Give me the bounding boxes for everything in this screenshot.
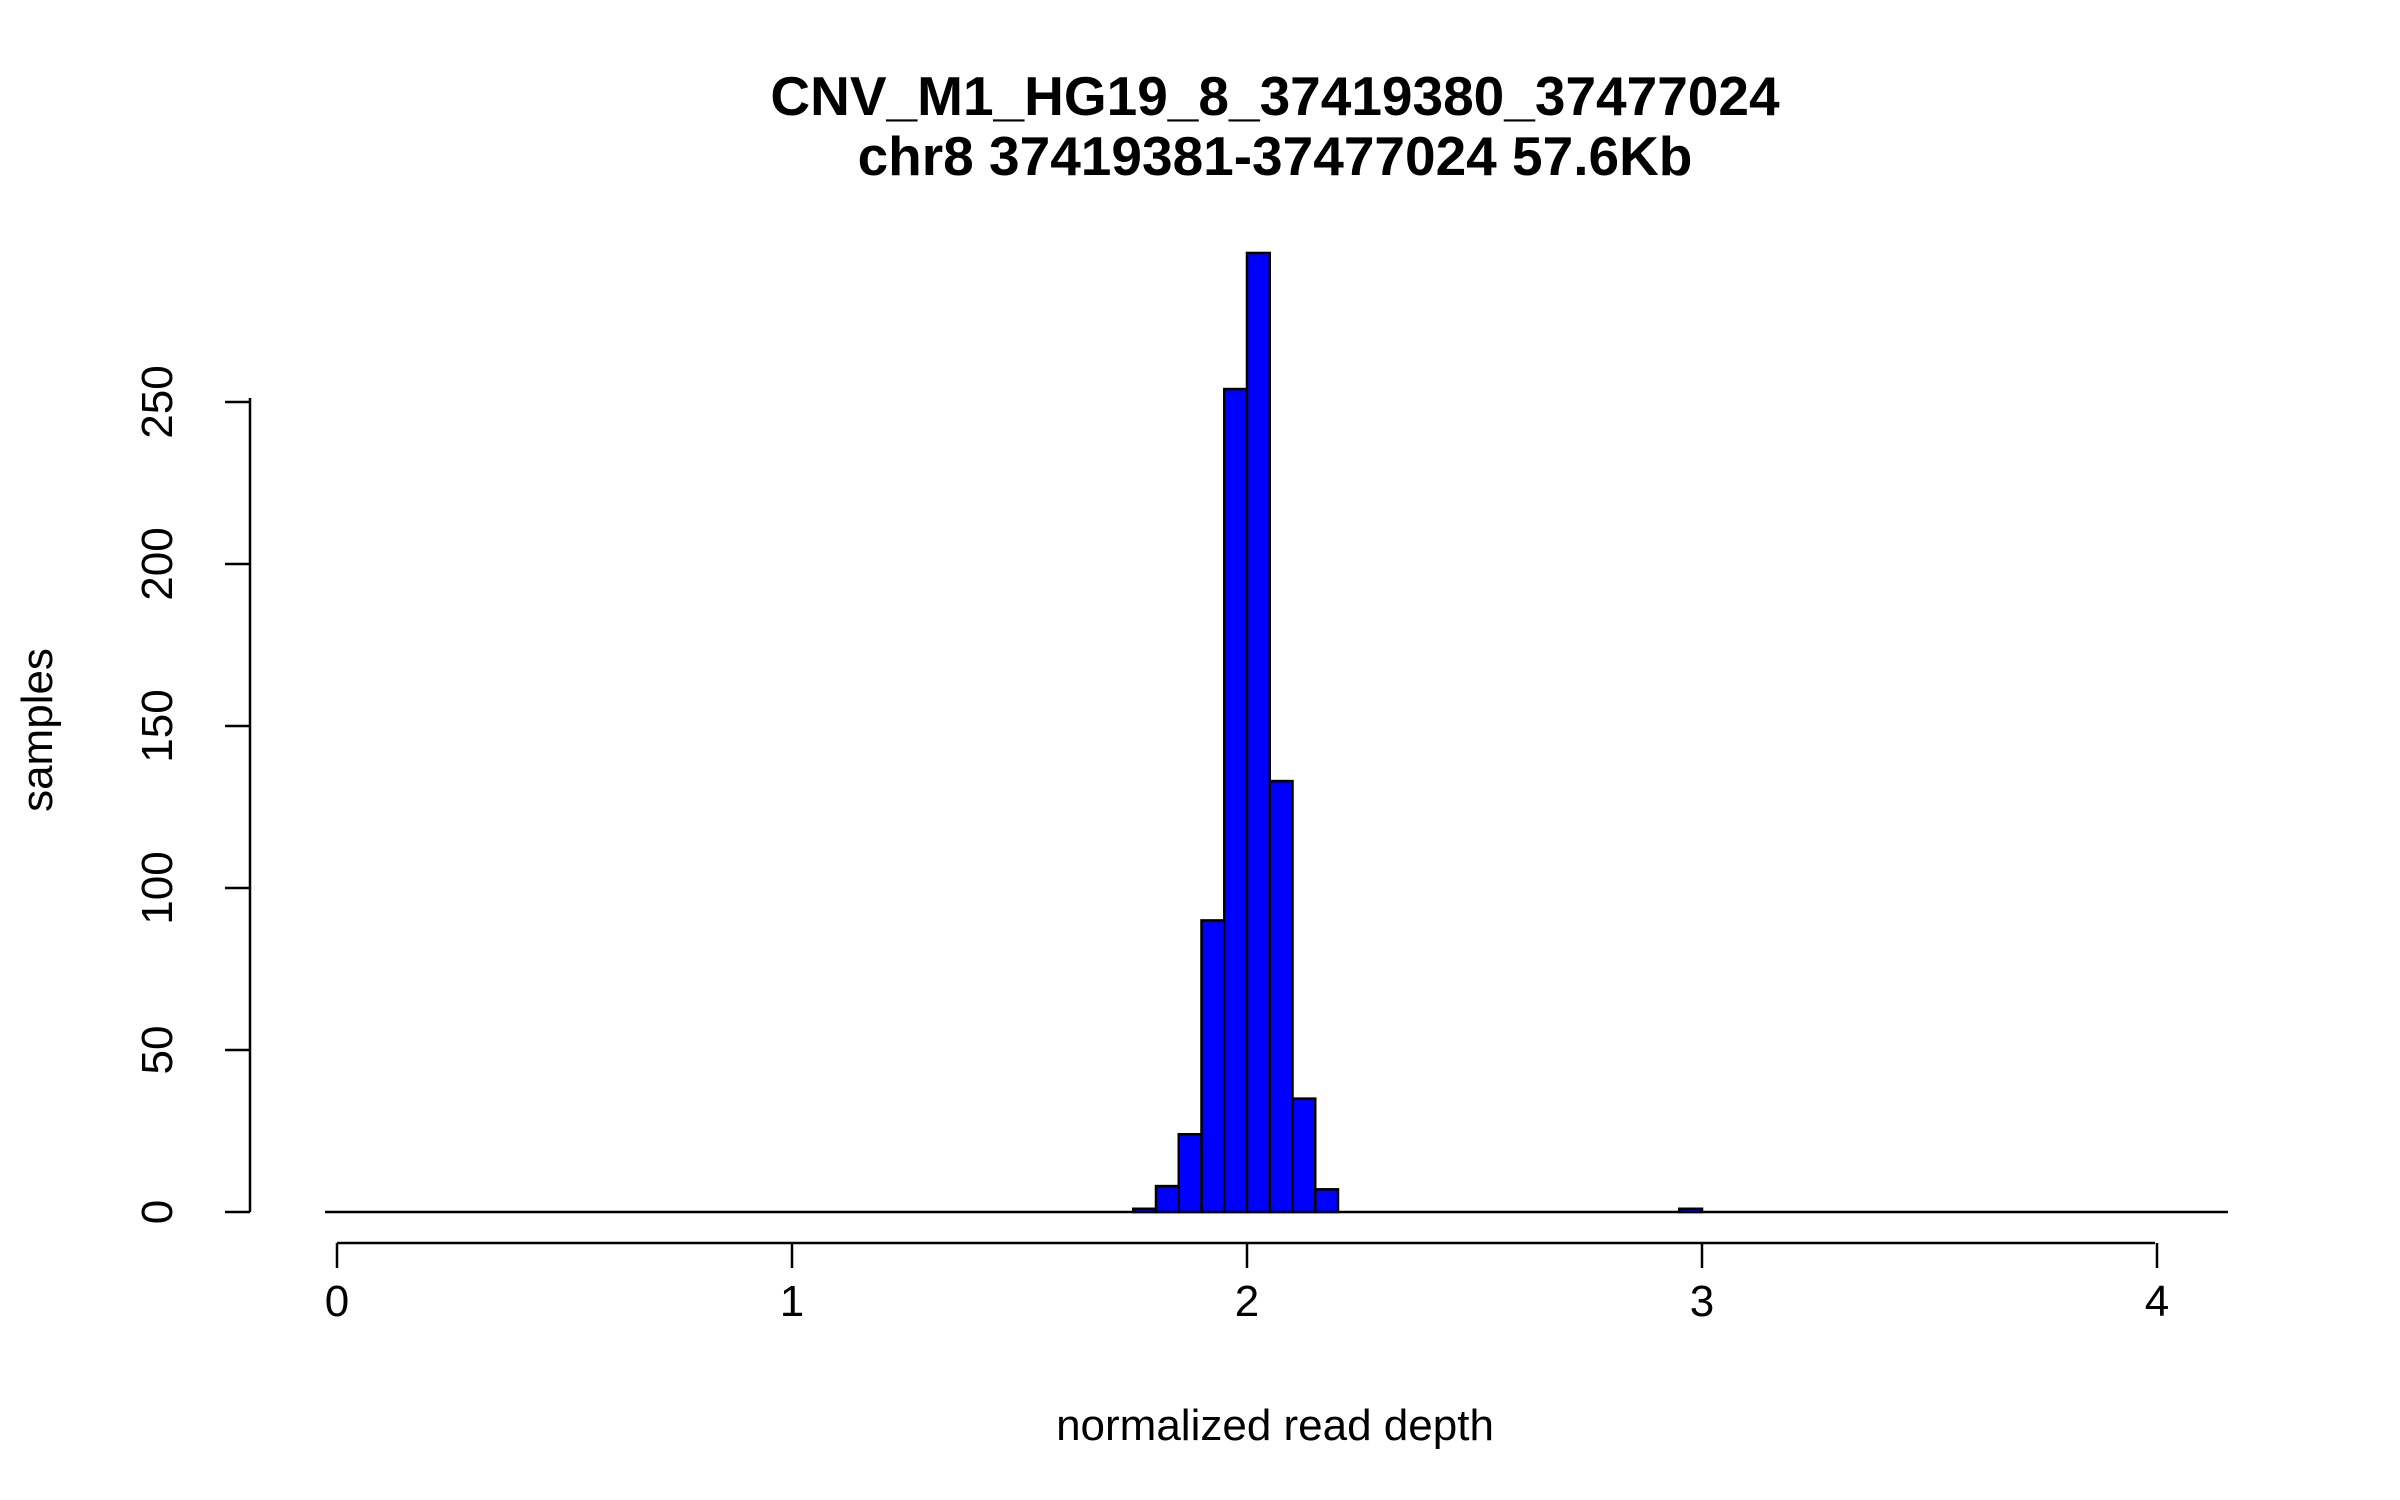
y-tick-label-100: 100 [133, 851, 182, 924]
histogram-bar-8 [1314, 1188, 1340, 1214]
y-tick-label-250: 250 [133, 365, 182, 438]
x-tick-label-1: 1 [780, 1277, 804, 1326]
x-tick-label-4: 4 [2145, 1277, 2169, 1326]
histogram-bars [1132, 251, 1704, 1214]
x-tick-label-2: 2 [1235, 1277, 1259, 1326]
chart-subtitle: chr8 37419381-37477024 57.6Kb [858, 125, 1693, 187]
histogram-bar-4 [1223, 387, 1249, 1214]
histogram-bar-2 [1177, 1132, 1203, 1214]
x-tick-label-3: 3 [1690, 1277, 1714, 1326]
y-axis-label: samples [13, 648, 62, 812]
histogram-bar-5 [1245, 251, 1271, 1214]
y-tick-label-200: 200 [133, 527, 182, 600]
histogram-bar-6 [1268, 779, 1294, 1214]
y-tick-label-50: 50 [133, 1026, 182, 1075]
y-axis: 0 50 100 150 200 250 [133, 365, 252, 1224]
histogram-bar-3 [1200, 919, 1226, 1214]
x-tick-label-0: 0 [325, 1277, 349, 1326]
y-tick-label-0: 0 [133, 1200, 182, 1224]
histogram-bar-7 [1291, 1097, 1317, 1214]
y-tick-label-150: 150 [133, 689, 182, 762]
chart-title: CNV_M1_HG19_8_37419380_37477024 [770, 65, 1780, 127]
histogram-bar-1 [1154, 1184, 1180, 1214]
x-axis: 0 1 2 3 4 [325, 1241, 2169, 1326]
x-axis-label: normalized read depth [1056, 1401, 1494, 1450]
